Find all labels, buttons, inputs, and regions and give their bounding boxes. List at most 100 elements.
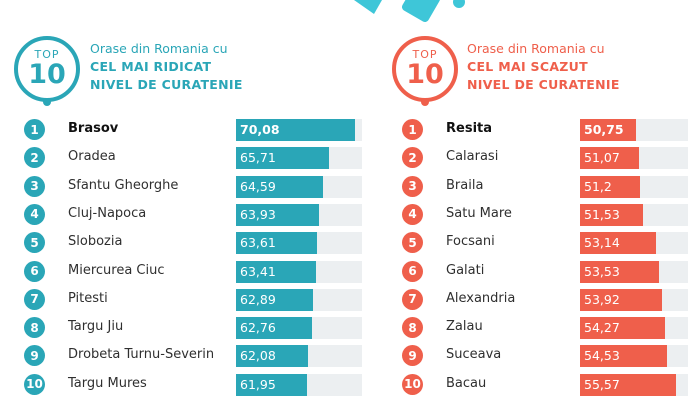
value-label: 62,76 — [240, 320, 276, 336]
rank-badge: 10 — [402, 373, 423, 395]
rank-badge: 6 — [24, 260, 45, 282]
deco-square — [401, 0, 441, 23]
city-name: Sfantu Gheorghe — [68, 177, 179, 193]
rank-badge: 3 — [24, 175, 45, 197]
value-bar — [580, 175, 640, 198]
value-label: 65,71 — [240, 150, 276, 166]
city-name: Cluj-Napoca — [68, 205, 147, 221]
value-bar — [580, 260, 660, 283]
rank-badge: 3 — [402, 175, 423, 197]
ranking-row: 6 Miercurea Ciuc 63,41 — [0, 258, 362, 286]
ranking-row: 8 Zalau 54,27 — [350, 314, 700, 342]
rank-badge: 7 — [24, 288, 45, 310]
city-name: Galati — [446, 262, 485, 278]
ranking-row: 9 Drobeta Turnu-Severin 62,08 — [0, 342, 362, 370]
chart-title: Orase din Romania cu CEL MAI RIDICAT NIV… — [90, 40, 243, 94]
value-label: 53,92 — [584, 291, 620, 307]
title-line-2: CEL MAI RIDICAT — [90, 59, 212, 74]
value-bar — [580, 373, 677, 396]
ranking-row: 5 Slobozia 63,61 — [0, 229, 362, 257]
city-name: Slobozia — [68, 234, 123, 250]
deco-dot — [453, 0, 465, 8]
dirtiest-cities-panel: TOP 10 Orase din Romania cu CEL MAI SCAZ… — [350, 0, 700, 412]
rank-badge: 9 — [402, 345, 423, 367]
value-label: 63,41 — [240, 263, 276, 279]
value-label: 62,08 — [240, 348, 276, 364]
city-name: Drobeta Turnu-Severin — [68, 347, 215, 363]
badge-dot — [43, 98, 51, 106]
city-name: Resita — [446, 121, 493, 136]
value-bar — [236, 119, 356, 141]
badge-number: 10 — [406, 59, 444, 90]
value-bar — [236, 232, 317, 255]
city-name: Braila — [446, 177, 484, 193]
ranking-row: 9 Suceava 54,53 — [350, 342, 700, 370]
value-label: 63,93 — [240, 206, 276, 222]
ranking-row: 10 Bacau 55,57 — [350, 371, 700, 399]
city-name: Brasov — [68, 121, 119, 136]
value-label: 62,89 — [240, 291, 276, 307]
rank-badge: 6 — [402, 260, 423, 282]
rank-badge: 7 — [402, 288, 423, 310]
value-bar — [236, 175, 323, 198]
value-bar — [236, 147, 330, 170]
city-name: Oradea — [68, 149, 116, 165]
badge-top-label: TOP — [412, 48, 438, 61]
ranking-row: 7 Alexandria 53,92 — [350, 286, 700, 314]
value-label: 51,2 — [584, 178, 612, 194]
badge-number: 10 — [28, 59, 66, 90]
title-line-3: NIVEL DE CURATENIE — [467, 77, 620, 92]
rank-badge: 1 — [24, 119, 45, 140]
rank-badge: 1 — [402, 119, 423, 140]
city-name: Zalau — [446, 319, 483, 335]
value-bar — [580, 203, 643, 226]
ranking-row: 7 Pitesti 62,89 — [0, 286, 362, 314]
city-name: Calarasi — [446, 149, 499, 165]
value-label: 54,53 — [584, 348, 620, 364]
city-name: Targu Mures — [68, 375, 147, 391]
city-name: Bacau — [446, 375, 487, 391]
value-bar — [236, 345, 308, 368]
ranking-row: 6 Galati 53,53 — [350, 258, 700, 286]
city-name: Miercurea Ciuc — [68, 262, 165, 278]
ranking-row: 4 Satu Mare 51,53 — [350, 201, 700, 229]
top10-badge: TOP 10 — [14, 36, 80, 102]
value-bar — [236, 317, 312, 340]
rank-badge: 2 — [402, 147, 423, 169]
value-label: 51,07 — [584, 150, 620, 166]
rank-badge: 8 — [402, 317, 423, 339]
rank-badge: 9 — [24, 345, 45, 367]
decorative-shapes — [354, 0, 465, 23]
value-label: 61,95 — [240, 376, 276, 392]
value-bar — [580, 288, 663, 311]
ranking-row: 4 Cluj-Napoca 63,93 — [0, 201, 362, 229]
value-bar — [580, 119, 637, 141]
city-name: Alexandria — [446, 290, 516, 306]
value-bar — [580, 345, 668, 368]
rank-badge: 4 — [24, 203, 45, 225]
ranking-row: 10 Targu Mures 61,95 — [0, 371, 362, 399]
chart-title: Orase din Romania cu CEL MAI SCAZUT NIVE… — [467, 40, 620, 94]
rank-badge: 5 — [24, 232, 45, 254]
deco-triangle — [354, 0, 382, 14]
ranking-row: 1 Resita 50,75 — [350, 116, 700, 144]
value-label: 63,61 — [240, 235, 276, 251]
value-label: 53,53 — [584, 263, 620, 279]
city-name: Suceava — [446, 347, 502, 363]
title-line-1: Orase din Romania cu — [467, 41, 605, 56]
value-label: 50,75 — [584, 122, 624, 137]
city-name: Targu Jiu — [68, 319, 124, 335]
top10-badge: TOP 10 — [392, 36, 458, 102]
value-bar — [580, 147, 639, 170]
value-label: 55,57 — [584, 376, 620, 392]
city-name: Satu Mare — [446, 205, 512, 221]
cleanest-cities-panel: TOP 10 Orase din Romania cu CEL MAI RIDI… — [0, 36, 362, 399]
value-label: 64,59 — [240, 178, 276, 194]
ranking-row: 8 Targu Jiu 62,76 — [0, 314, 362, 342]
ranking-row: 2 Oradea 65,71 — [0, 144, 362, 172]
value-bar — [580, 232, 656, 255]
ranking-row: 1 Brasov 70,08 — [0, 116, 362, 144]
badge-top-label: TOP — [34, 48, 60, 61]
value-label: 70,08 — [240, 122, 280, 137]
badge-dot — [421, 98, 429, 106]
